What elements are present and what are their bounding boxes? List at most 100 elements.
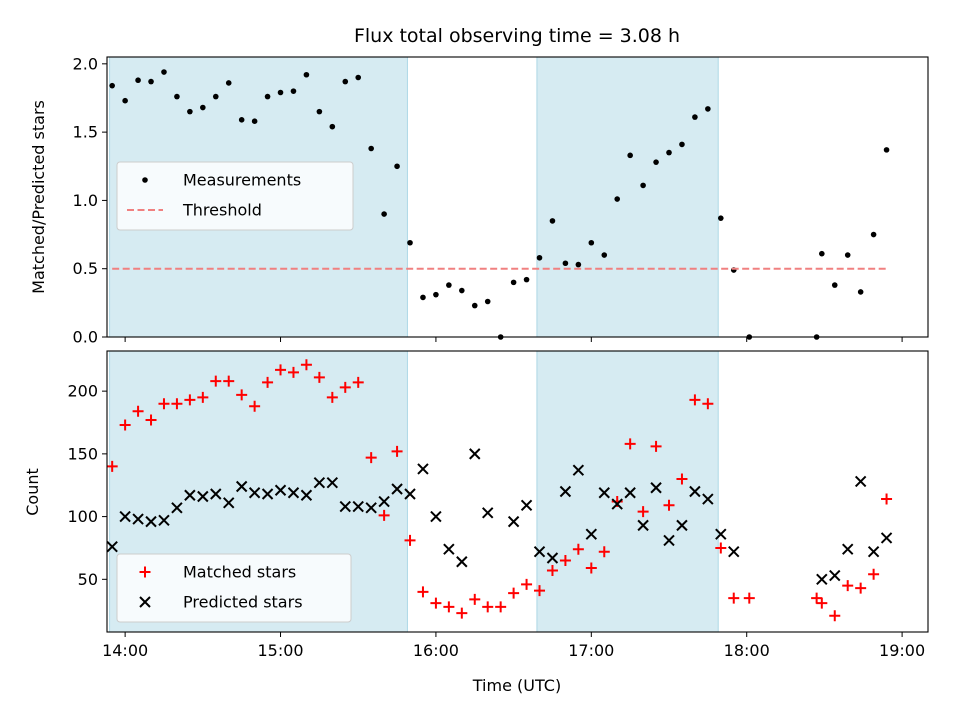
measurement-point [238,117,245,123]
matched-star-point [816,597,828,609]
legend-predicted-swatch [139,596,151,608]
matched-star-point [456,607,468,619]
predicted-star-point [119,510,131,523]
predicted-star-point [326,477,339,489]
measurement-point [459,287,465,294]
measurement-point [666,149,672,156]
x-tick-label: 18:00 [724,641,770,660]
predicted-star-point [184,489,196,501]
predicted-star-point [287,487,300,499]
y-tick-label: 200 [67,382,98,401]
predicted-star-point [171,502,183,514]
matched-star-point [676,473,688,485]
predicted-star-point [430,510,442,523]
measurement-point [225,80,232,86]
predicted-star-point [210,488,222,500]
y-tick-label: 0.5 [73,259,98,278]
y-tick-label: 0.0 [73,328,98,347]
matched-star-point [829,610,841,622]
matched-star-point [842,580,854,592]
measurement-point [277,89,284,96]
legend-matched-swatch [139,566,151,578]
measurement-point [420,294,426,301]
measurement-point [718,215,724,221]
matched-star-point [546,565,558,577]
measurement-point [653,159,659,165]
legend-label: Predicted stars [183,593,303,612]
matched-star-point [249,400,261,412]
x-axis-label: Time (UTC) [472,676,561,695]
measurement-point [575,261,582,268]
y-tick-label: 100 [67,507,98,526]
predicted-star-point [829,569,841,582]
matched-star-point [598,546,610,558]
predicted-star-point [816,573,828,586]
predicted-star-point [313,477,326,489]
top-y-axis-label: Matched/Predicted stars [29,100,48,294]
matched-star-point [559,554,571,566]
measurement-point [627,152,633,159]
matched-star-point [171,398,183,410]
matched-star-point [430,597,442,609]
predicted-star-point [676,519,688,532]
measurement-point [316,108,323,115]
predicted-star-point [702,493,714,505]
measurement-point [174,93,180,100]
counts-panel: 50 100 150 200 14:00 15:00 16:00 17:00 18:00 19:0… [67,350,929,660]
matched-star-point [572,543,584,555]
legend-box [116,161,354,231]
y-tick-label: 2.0 [73,54,98,73]
measurement-point [614,196,621,202]
predicted-star-point [572,464,585,476]
measurement-point [355,74,362,81]
predicted-star-point [880,532,893,544]
measurement-point [290,88,297,94]
matched-star-point [262,376,274,388]
measurement-point [883,147,890,153]
matched-star-point [881,493,893,505]
predicted-star-point [106,540,118,553]
matched-star-point [715,542,727,554]
x-tick-label: 16:00 [413,641,459,660]
measurement-point [640,182,646,189]
axes-frame [106,350,929,633]
predicted-star-point [274,484,287,496]
matched-star-point [417,586,429,598]
matched-star-point [637,506,649,518]
predicted-star-point [637,519,649,532]
measurement-point [109,82,115,89]
measurement-point [705,106,711,112]
matched-star-point [495,601,507,613]
matched-star-point [702,398,714,410]
matched-star-point [236,389,248,401]
predicted-star-point [715,528,727,540]
measurement-point [471,302,478,309]
measurement-point [870,231,877,238]
predicted-star-point [689,485,701,498]
predicted-star-point [507,515,520,528]
measurement-point [407,239,413,246]
matched-star-point [811,592,823,604]
matched-star-point [534,585,546,597]
measurement-point [329,123,336,130]
x-tick-label: 17:00 [568,641,614,660]
predicted-star-point [482,507,494,519]
matched-star-point [339,381,351,393]
predicted-star-point [197,490,209,503]
matched-star-point [275,364,287,376]
measurement-point [692,114,698,120]
measurement-point [536,254,543,261]
measurement-point [251,118,258,124]
measurement-point [562,260,569,267]
predicted-star-point [235,480,248,493]
matched-star-point [106,460,118,472]
x-tick-label: 19:00 [879,641,925,660]
bottom-y-axis-label: Count [23,468,42,516]
matched-star-point [743,592,755,604]
measurement-point [148,78,154,85]
matched-star-point [404,534,416,546]
measurement-point [601,252,608,258]
matched-star-point [223,375,235,387]
measurement-point [394,163,400,170]
